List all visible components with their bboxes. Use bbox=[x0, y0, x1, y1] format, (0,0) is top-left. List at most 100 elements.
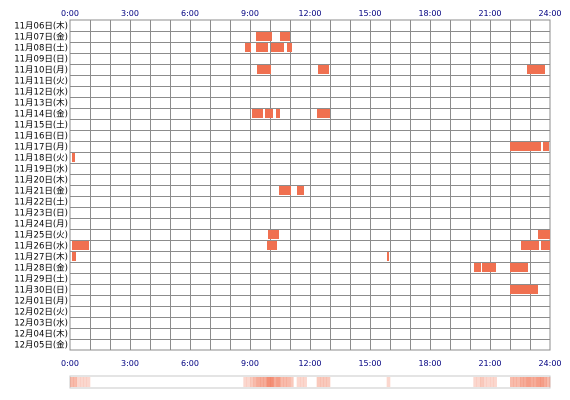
summary-strip-cell bbox=[510, 377, 514, 387]
activity-bar bbox=[510, 142, 541, 151]
summary-strip-cell bbox=[250, 377, 254, 387]
row-label: 11月18日(火) bbox=[14, 154, 68, 164]
activity-bar bbox=[541, 241, 550, 250]
activity-bar bbox=[318, 65, 329, 74]
summary-strip-cell bbox=[546, 377, 551, 387]
activity-bar bbox=[256, 43, 268, 52]
summary-strip-cell bbox=[86, 377, 91, 387]
summary-strip-cell bbox=[526, 377, 531, 387]
x-tick-label-bottom: 18:00 bbox=[418, 359, 441, 368]
row-label: 12月04日(木) bbox=[14, 329, 68, 340]
summary-strip-cell bbox=[513, 377, 517, 387]
x-axis-bottom: 0:00 3:00 6:00 9:00 12:00 15:00 18:00 21:00 24:0… bbox=[61, 359, 562, 368]
summary-strip-cell bbox=[543, 377, 547, 387]
x-tick-label-top: 6:00 bbox=[181, 9, 199, 18]
activity-bar bbox=[317, 109, 330, 118]
summary-strip-cell bbox=[520, 377, 524, 387]
summary-strip-cell bbox=[276, 377, 281, 387]
summary-strip-cell bbox=[73, 377, 77, 387]
summary-strip-cell bbox=[490, 377, 494, 387]
x-tick-label-bottom: 6:00 bbox=[181, 359, 199, 368]
summary-strip-cell bbox=[530, 377, 534, 387]
summary-strip-cells bbox=[70, 377, 551, 387]
x-tick-label-bottom: 9:00 bbox=[241, 359, 259, 368]
activity-bar bbox=[474, 263, 481, 272]
activity-bar bbox=[510, 263, 528, 272]
activity-bar bbox=[279, 186, 291, 195]
summary-strip-cell bbox=[83, 377, 87, 387]
row-label: 11月28日(金) bbox=[14, 263, 68, 274]
activity-bar bbox=[387, 252, 389, 261]
summary-strip-cell bbox=[243, 377, 247, 387]
x-tick-label-bottom: 24:00 bbox=[538, 359, 561, 368]
summary-strip-cell bbox=[323, 377, 327, 387]
activity-bar bbox=[538, 230, 550, 239]
activity-bar bbox=[257, 65, 271, 74]
activity-bar bbox=[543, 142, 549, 151]
x-tick-label-bottom: 3:00 bbox=[121, 359, 139, 368]
activity-bar bbox=[527, 65, 545, 74]
activity-bar bbox=[72, 241, 89, 250]
summary-strip-cell bbox=[386, 377, 391, 387]
summary-strip-cell bbox=[483, 377, 487, 387]
row-label: 11月10日(月) bbox=[14, 66, 68, 76]
row-label: 11月08日(土) bbox=[14, 43, 68, 54]
row-label: 11月13日(木) bbox=[14, 98, 68, 109]
summary-strip-cell bbox=[266, 377, 271, 387]
x-tick-label-bottom: 21:00 bbox=[478, 359, 501, 368]
summary-strip-cell bbox=[70, 377, 74, 387]
activity-bar bbox=[267, 241, 277, 250]
summary-strip-cell bbox=[280, 377, 284, 387]
x-tick-label-top: 0:00 bbox=[61, 9, 79, 18]
activity-bar bbox=[297, 186, 304, 195]
activity-bar bbox=[245, 43, 251, 52]
summary-strip-cell bbox=[290, 377, 294, 387]
summary-strip-cell bbox=[486, 377, 491, 387]
summary-strip-cell bbox=[283, 377, 287, 387]
summary-strip-cell bbox=[296, 377, 301, 387]
x-tick-label-top: 9:00 bbox=[241, 9, 259, 18]
row-label: 11月29日(土) bbox=[14, 274, 68, 285]
x-tick-label-top: 3:00 bbox=[121, 9, 139, 18]
summary-strip-cell bbox=[320, 377, 324, 387]
summary-strip-cell bbox=[533, 377, 537, 387]
summary-strip-cell bbox=[540, 377, 544, 387]
row-label: 11月16日(日) bbox=[14, 132, 68, 142]
summary-strip-cell bbox=[516, 377, 521, 387]
activity-bar bbox=[276, 109, 280, 118]
summary-strip-cell bbox=[76, 377, 81, 387]
activity-bar bbox=[72, 153, 75, 162]
x-tick-label-top: 15:00 bbox=[358, 9, 381, 18]
row-label: 11月20日(木) bbox=[14, 175, 68, 186]
row-label: 11月22日(土) bbox=[14, 197, 68, 208]
row-label: 11月30日(日) bbox=[14, 286, 68, 296]
x-tick-label-bottom: 15:00 bbox=[358, 359, 381, 368]
summary-strip-cell bbox=[273, 377, 277, 387]
row-label: 11月14日(金) bbox=[14, 109, 68, 120]
x-tick-label-top: 24:00 bbox=[538, 9, 561, 18]
row-label: 11月23日(日) bbox=[14, 209, 68, 219]
summary-strip-cell bbox=[326, 377, 331, 387]
row-label: 11月11日(火) bbox=[14, 77, 68, 87]
row-label: 11月24日(月) bbox=[14, 220, 68, 230]
row-label: 11月09日(日) bbox=[14, 55, 68, 65]
row-label: 12月01日(月) bbox=[14, 297, 68, 307]
row-label: 12月02日(火) bbox=[14, 308, 68, 318]
x-axis-top: 0:00 3:00 6:00 9:00 12:00 15:00 18:00 21:00 24:0… bbox=[61, 9, 562, 18]
activity-bar bbox=[510, 285, 538, 294]
x-tick-label-top: 18:00 bbox=[418, 9, 441, 18]
summary-strip-cell bbox=[80, 377, 84, 387]
summary-strip-cell bbox=[256, 377, 261, 387]
row-label: 12月05日(金) bbox=[14, 340, 68, 351]
summary-strip-cell bbox=[253, 377, 257, 387]
activity-bar bbox=[265, 109, 273, 118]
row-label: 11月17日(月) bbox=[14, 143, 68, 153]
x-tick-label-bottom: 0:00 bbox=[61, 359, 79, 368]
row-label: 12月03日(水) bbox=[14, 318, 68, 329]
summary-strip-cell bbox=[270, 377, 274, 387]
summary-strip-cell bbox=[263, 377, 267, 387]
activity-bar bbox=[72, 252, 76, 261]
summary-strip-cell bbox=[286, 377, 291, 387]
row-label: 11月27日(木) bbox=[14, 252, 68, 263]
